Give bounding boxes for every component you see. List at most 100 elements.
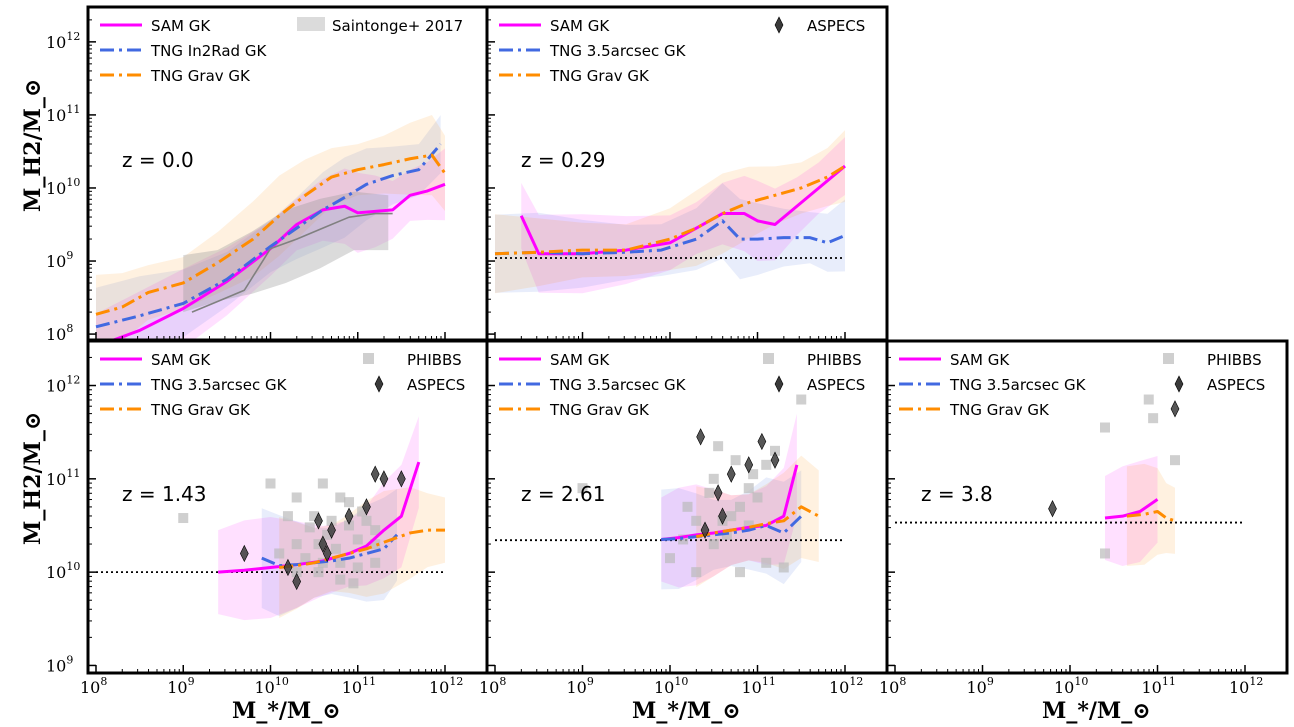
phibbs-point-9 <box>309 511 320 522</box>
phibbs-point-5 <box>735 567 745 578</box>
phibbs-point-8 <box>282 511 293 522</box>
phibbs-point-22 <box>713 441 724 452</box>
panel-3-redshift-label: z = 1.43 <box>122 482 207 506</box>
legend-swatch-aspecs <box>1174 375 1184 393</box>
x-axis-label-3: M_*/M_⊙ <box>1042 698 1151 724</box>
series-tng-3-5arcsec-gk <box>661 515 803 541</box>
x-axis-label-1: M_*/M_⊙ <box>232 698 341 724</box>
tick-exponent: 11 <box>1162 675 1176 688</box>
tick-exponent: 8 <box>66 322 73 335</box>
phibbs-point-9 <box>708 473 719 484</box>
phibbs-point-20 <box>730 455 741 466</box>
aspecs-point-8 <box>700 521 710 539</box>
phibbs-point-16 <box>752 492 763 503</box>
aspecs-point-3 <box>726 465 736 483</box>
legend-label-tng-grav-gk: TNG Grav GK <box>949 401 1050 419</box>
tick-base: 10 <box>46 470 66 489</box>
tick-base: 10 <box>1229 678 1249 697</box>
phibbs-point-13 <box>691 515 702 526</box>
tick-exponent: 9 <box>188 675 195 688</box>
legend-label-sam-gk: SAM GK <box>550 351 610 369</box>
phibbs-point-4 <box>1148 413 1159 424</box>
xtick-label-12: 1012 <box>429 675 463 697</box>
phibbs-point-4 <box>317 478 328 489</box>
tick-base: 10 <box>167 678 187 697</box>
tick-base: 10 <box>429 678 449 697</box>
tick-exponent: 11 <box>362 675 376 688</box>
aspecs-point-8 <box>362 498 371 516</box>
tick-exponent: 11 <box>66 103 80 116</box>
panel-1-redshift-label: z = 0.0 <box>122 148 194 172</box>
ytick-label-12: 1012 <box>46 30 80 52</box>
band-sam-gk <box>1105 456 1158 566</box>
ytick-label-11: 1011 <box>46 103 80 125</box>
series-saintonge-2017 <box>191 212 393 313</box>
panel-2-redshift-label: z = 0.29 <box>521 148 606 172</box>
band-tng-3-5arcsec-gk <box>495 183 845 293</box>
xtick-label-9: 109 <box>167 675 194 697</box>
tick-exponent: 12 <box>1249 675 1263 688</box>
panel-4-plot <box>495 394 845 590</box>
xtick-label-8: 108 <box>80 675 107 697</box>
panel-1-plot <box>95 114 447 340</box>
legend-label-sam-gk: SAM GK <box>151 17 211 35</box>
aspecs-point-2 <box>1170 400 1180 418</box>
phibbs-point-11 <box>344 520 355 531</box>
band-sam-gk <box>661 413 797 588</box>
tick-exponent: 12 <box>66 30 80 43</box>
phibbs-point-12 <box>361 515 372 526</box>
tick-exponent: 10 <box>1074 675 1088 688</box>
legend-swatch-saintonge <box>297 17 325 31</box>
legend-swatch-aspecs <box>774 16 784 34</box>
phibbs-point-19 <box>274 548 285 559</box>
phibbs-point-26 <box>335 574 346 585</box>
series-tng-grav-gk <box>1126 509 1176 523</box>
phibbs-point-13 <box>370 525 381 536</box>
series-tng-grav-gk <box>279 528 445 569</box>
legend-label-sam-gk: SAM GK <box>151 351 211 369</box>
phibbs-point-30 <box>322 529 333 540</box>
phibbs-point-25 <box>313 567 324 578</box>
xtick-label-10: 1010 <box>255 675 289 697</box>
xtick-label-11: 1011 <box>1142 675 1176 697</box>
tick-exponent: 8 <box>499 675 506 688</box>
phibbs-point-4 <box>708 539 719 550</box>
ytick-label-10: 1010 <box>46 560 80 582</box>
ytick-label-9: 109 <box>46 653 73 675</box>
phibbs-point-7 <box>778 562 789 573</box>
legend-label-sam-gk: SAM GK <box>950 351 1010 369</box>
y-axis-label-bottom: M_H2/M_⊙ <box>20 412 46 545</box>
phibbs-point-29 <box>304 522 315 533</box>
tick-base: 10 <box>742 678 762 697</box>
aspecs-point-3 <box>292 572 302 591</box>
phibbs-point-8 <box>682 501 693 512</box>
legend-label-tng-grav-gk: TNG Grav GK <box>549 401 650 419</box>
legend-label-tng-grav-gk: TNG Grav GK <box>150 401 251 419</box>
tick-base: 10 <box>255 678 275 697</box>
aspecs-point-7 <box>718 507 727 525</box>
series-tng-grav-gk <box>95 153 447 316</box>
series-tng-in2rad-gk <box>95 143 442 329</box>
tick-base: 10 <box>567 678 587 697</box>
aspecs-point-6 <box>770 451 780 469</box>
phibbs-point-12 <box>761 459 772 470</box>
aspecs-point-9 <box>370 465 380 483</box>
panels-layer: z = 0.0 SAM GK TNG In2Rad GK TNG Grav GK Sai… <box>46 5 1289 697</box>
tick-base: 10 <box>80 678 100 697</box>
phibbs-point-17 <box>770 445 780 456</box>
aspecs-point-10 <box>379 470 389 488</box>
phibbs-point-6 <box>761 557 772 568</box>
phibbs-point-19 <box>704 487 715 498</box>
tick-exponent: 11 <box>66 467 80 480</box>
tick-base: 10 <box>879 678 899 697</box>
legend-label-aspecs: ASPECS <box>807 376 865 394</box>
aspecs-point-7 <box>344 507 354 525</box>
band-tng-grav-gk <box>696 455 819 588</box>
aspecs-point-1 <box>239 544 249 563</box>
legend-label-tng-3-5arcsec-gk: TNG 3.5arcsec GK <box>549 42 687 60</box>
xtick-label-12: 1012 <box>1229 675 1263 697</box>
tick-base: 10 <box>1054 678 1074 697</box>
tick-base: 10 <box>654 678 674 697</box>
phibbs-point-5 <box>1170 455 1180 466</box>
phibbs-point-20 <box>300 553 311 564</box>
